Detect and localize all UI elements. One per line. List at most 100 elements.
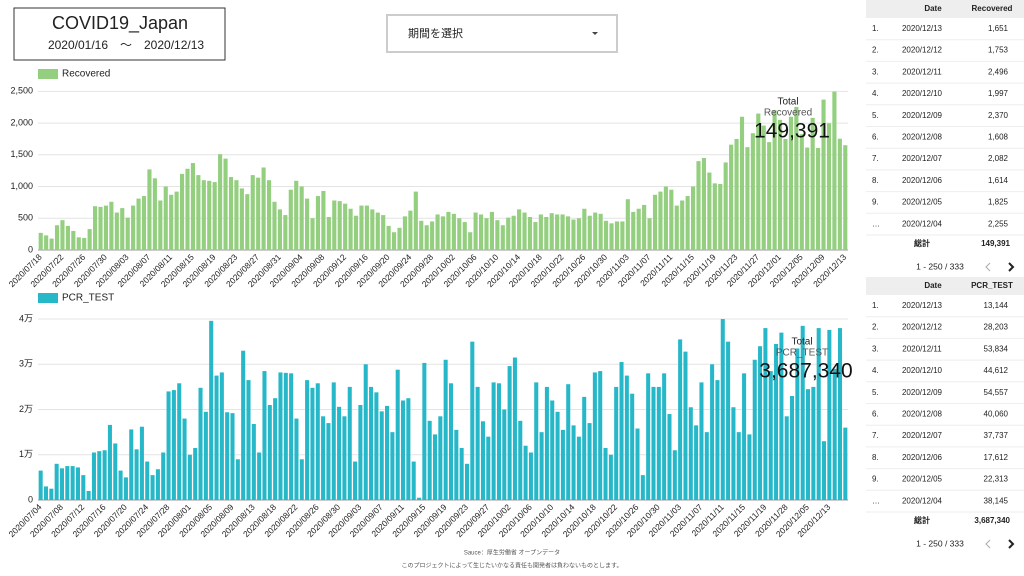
legend-label: Recovered — [62, 69, 110, 80]
bar — [397, 227, 402, 250]
bar — [821, 99, 826, 250]
bar — [413, 191, 418, 250]
bar — [614, 386, 619, 500]
bar — [598, 371, 603, 500]
bar — [60, 220, 65, 250]
bar — [315, 383, 320, 500]
bar — [683, 351, 688, 500]
bar — [390, 432, 395, 500]
bar — [408, 210, 413, 250]
y-tick-label: 2,500 — [10, 86, 33, 96]
bar — [235, 459, 240, 500]
bar — [523, 445, 528, 500]
bar — [131, 205, 136, 250]
bar — [736, 432, 741, 500]
bar — [321, 416, 326, 500]
bar — [370, 209, 375, 250]
bar — [784, 416, 789, 500]
bar — [603, 447, 608, 500]
bar — [331, 382, 336, 500]
bar — [86, 490, 91, 500]
bar — [799, 134, 804, 250]
bar — [571, 425, 576, 500]
y-tick-label: 0 — [28, 244, 33, 254]
bar — [446, 211, 451, 250]
bar — [480, 421, 485, 500]
bar — [582, 208, 587, 250]
dropdown-arrow — [592, 32, 598, 35]
bar — [71, 230, 76, 250]
bar — [347, 386, 352, 500]
y-tick-label: 0 — [28, 494, 33, 504]
row-date: 2020/12/12 — [902, 323, 943, 332]
pagination: 1 - 250 / 333 — [916, 538, 964, 548]
total-value: 149,391 — [981, 239, 1010, 248]
bar — [87, 229, 92, 250]
bar — [843, 145, 848, 250]
bar — [667, 414, 672, 500]
bar — [272, 201, 277, 250]
bar — [225, 412, 230, 500]
bar — [241, 350, 246, 500]
total-metric: PCR_TEST — [776, 348, 828, 359]
bar — [326, 217, 331, 250]
bar — [218, 154, 223, 250]
row-date: 2020/12/07 — [902, 431, 943, 440]
bar — [187, 454, 192, 500]
bar — [522, 212, 527, 250]
bar — [283, 372, 288, 500]
bar — [486, 436, 491, 500]
bar — [353, 461, 358, 500]
row-value: 1,753 — [988, 46, 1009, 55]
bar — [533, 222, 538, 250]
bar — [832, 368, 837, 500]
period-selector[interactable] — [386, 14, 618, 53]
bar — [827, 329, 832, 500]
bar — [587, 215, 592, 250]
bar — [155, 469, 160, 500]
bar — [790, 395, 795, 500]
bar — [734, 138, 739, 250]
bar — [161, 452, 166, 500]
bar — [642, 204, 647, 250]
prev-page[interactable] — [985, 539, 991, 549]
bar — [560, 214, 565, 250]
bar — [752, 359, 757, 500]
disclaimer: このプロジェクトによって生じたいかなる責任も開発者は負わないものとします。 — [402, 562, 623, 570]
selector-label[interactable]: 期間を選択 — [408, 26, 463, 40]
bar — [424, 225, 429, 250]
bar — [696, 161, 701, 250]
bar — [54, 463, 59, 500]
bar — [257, 452, 262, 500]
row-rank: 3. — [872, 344, 879, 353]
bar — [369, 386, 374, 500]
bar — [470, 341, 475, 500]
row-value: 22,313 — [984, 475, 1009, 484]
total-title: Total — [777, 97, 798, 108]
row-rank: 7. — [872, 154, 879, 163]
row-value: 13,144 — [984, 301, 1009, 310]
prev-page[interactable] — [985, 262, 991, 272]
bar — [761, 125, 766, 250]
bar — [491, 382, 496, 500]
row-rank: 7. — [872, 431, 879, 440]
bar — [768, 371, 773, 500]
y-tick-label: 2万 — [19, 404, 33, 414]
bar — [343, 203, 348, 250]
row-rank: 6. — [872, 409, 879, 418]
bar — [38, 232, 43, 250]
bar — [98, 206, 103, 250]
bar — [549, 213, 554, 250]
row-rank: 6. — [872, 132, 879, 141]
next-page[interactable] — [1008, 262, 1015, 272]
bar — [273, 398, 278, 500]
next-page[interactable] — [1008, 539, 1015, 549]
bar — [609, 223, 614, 250]
row-value: 1,608 — [988, 132, 1009, 141]
bar — [228, 177, 234, 250]
bar — [715, 380, 720, 500]
bar — [419, 220, 424, 250]
row-rank: 1. — [872, 24, 879, 33]
bar — [750, 133, 755, 250]
bar — [177, 383, 182, 500]
